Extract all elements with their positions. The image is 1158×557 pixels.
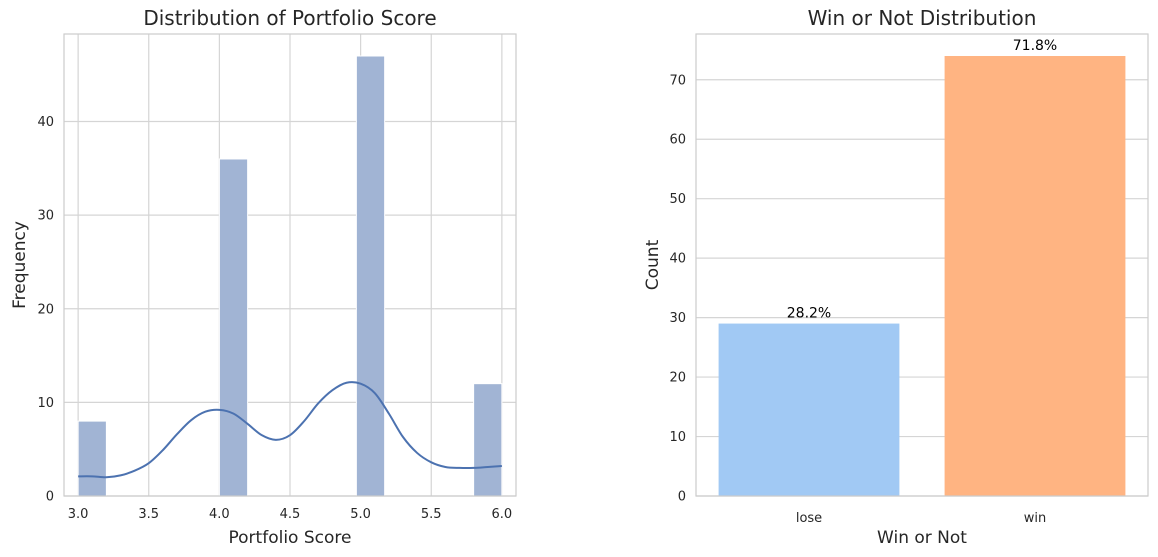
- x-tick-label: 4.0: [209, 507, 230, 522]
- y-tick-label: 70: [669, 73, 686, 88]
- x-tick-label: 4.5: [280, 507, 301, 522]
- histogram-x-axis-label: Portfolio Score: [229, 528, 352, 548]
- y-tick-label: 20: [669, 371, 686, 386]
- y-tick-label: 40: [37, 115, 54, 130]
- y-tick-label: 10: [37, 396, 54, 411]
- y-tick-label: 50: [669, 192, 686, 207]
- x-tick-label: 3.0: [68, 507, 89, 522]
- histogram-bar: [473, 383, 503, 497]
- y-tick-label: 10: [669, 430, 686, 445]
- bar-chart-panel: Win or Not Distribution Win or Not Count…: [643, 6, 1149, 548]
- histogram-title: Distribution of Portfolio Score: [143, 6, 436, 30]
- data-label: 71.8%: [1013, 38, 1057, 54]
- bar-lose: [718, 323, 900, 496]
- bar-chart-ticks: 0 10 20 30 40 50 60 70 lose win: [669, 73, 1046, 526]
- histogram-ticks: 3.0 3.5 4.0 4.5 5.0 5.5 6.0 0 10 20 30 40: [37, 115, 512, 522]
- x-tick-label: win: [1024, 511, 1046, 526]
- histogram-bars: [77, 55, 503, 497]
- y-tick-label: 30: [37, 209, 54, 224]
- bar-chart-x-axis-label: Win or Not: [877, 528, 967, 548]
- histogram-bar: [77, 420, 107, 497]
- histogram-bar: [355, 55, 386, 497]
- y-tick-label: 40: [669, 252, 686, 267]
- histogram-y-axis-label: Frequency: [10, 221, 30, 309]
- y-tick-label: 60: [669, 133, 686, 148]
- x-tick-label: lose: [796, 511, 822, 526]
- y-tick-label: 20: [37, 302, 54, 317]
- x-tick-label: 6.0: [492, 507, 513, 522]
- bar-chart-y-axis-label: Count: [643, 239, 663, 290]
- bar-chart-title: Win or Not Distribution: [808, 6, 1037, 30]
- y-tick-label: 0: [46, 490, 54, 505]
- y-tick-label: 0: [678, 490, 686, 505]
- y-tick-label: 30: [669, 311, 686, 326]
- x-tick-label: 5.5: [421, 507, 442, 522]
- bar-chart-bars: [718, 56, 1126, 496]
- x-tick-label: 3.5: [138, 507, 159, 522]
- histogram-frame: [63, 33, 517, 497]
- bar-win: [944, 56, 1126, 496]
- bar-chart-frame: [695, 33, 1149, 497]
- data-label: 28.2%: [787, 306, 831, 322]
- histogram-bar: [218, 158, 249, 497]
- bar-chart-data-labels: 28.2% 71.8%: [787, 38, 1057, 322]
- histogram-panel: Distribution of Portfolio Score Portfoli…: [10, 6, 517, 548]
- kde-curve: [78, 381, 502, 479]
- histogram-grid: [64, 34, 516, 497]
- x-tick-label: 5.0: [350, 507, 371, 522]
